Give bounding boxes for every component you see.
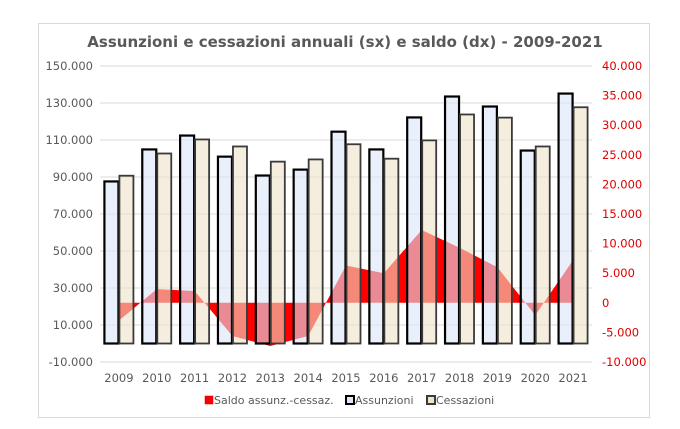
y-left-tick-label: 150.000 [45,59,93,73]
x-tick-label: 2009 [104,371,133,385]
bar-cessazioni [194,138,211,345]
x-tick-label: 2020 [521,371,550,385]
y-right-tick-label: 35.000 [602,89,642,103]
x-tick-label: 2011 [180,371,209,385]
y-right-tick-label: -10.000 [602,355,646,369]
y-left-tick-label: 10.000 [53,318,93,332]
x-tick-label: 2010 [142,371,171,385]
bar-cessazioni [572,106,589,345]
bar-assunzioni [519,149,536,345]
x-tick-label: 2018 [445,371,474,385]
x-tick-label: 2014 [294,371,323,385]
legend: Saldo assunz.-cessaz. Assunzioni Cessazi… [204,394,494,407]
x-tick-label: 2019 [483,371,512,385]
y-left-tick-label: 50.000 [53,244,93,258]
x-axis: 2009 2010 2011 2012 2013 2014 2015 2016 2017 2018… [104,371,587,385]
bar-series [103,92,589,345]
bar-assunzioni [443,95,461,345]
bar-cessazioni [118,174,135,345]
bar-assunzioni [368,148,385,345]
chart-title: Assunzioni e cessazioni annuali (sx) e s… [87,33,602,51]
legend-swatch-saldo [204,395,214,405]
y-left-tick-label: -10.000 [49,355,93,369]
bar-cessazioni [156,152,173,345]
y-left-tick-label: 90.000 [53,170,93,184]
bar-cessazioni [307,158,324,345]
y-right-tick-label: -5.000 [602,325,639,339]
legend-swatch-assunzioni [345,395,355,405]
legend-label-cessazioni: Cessazioni [436,394,494,407]
bar-cessazioni [269,160,286,345]
y-right-tick-label: 0 [602,296,609,310]
bar-assunzioni [557,92,574,345]
bar-assunzioni [216,155,234,345]
y-right-tick-label: 30.000 [602,118,642,132]
y-right-tick-label: 25.000 [602,148,642,162]
bar-cessazioni [232,145,248,345]
legend-label-assunzioni: Assunzioni [355,394,414,407]
bar-assunzioni [292,168,309,345]
x-tick-label: 2021 [558,371,587,385]
bar-assunzioni [141,148,158,345]
y-axis-left: -10.000 10.000 30.000 50.000 70.000 90.000 110… [45,59,93,369]
y-right-tick-label: 20.000 [602,177,642,191]
y-left-tick-label: 130.000 [45,96,93,110]
y-right-tick-label: 15.000 [602,207,642,221]
bar-cessazioni [345,143,362,345]
bar-cessazioni [421,139,438,345]
x-tick-label: 2017 [407,371,436,385]
y-left-tick-label: 30.000 [53,281,93,295]
y-left-tick-label: 110.000 [45,133,93,147]
bar-assunzioni [179,134,196,345]
y-right-tick-label: 5.000 [602,266,635,280]
x-tick-label: 2015 [331,371,360,385]
bar-cessazioni [383,157,400,345]
y-right-tick-label: 10.000 [602,237,642,251]
bar-cessazioni [496,116,513,345]
bar-assunzioni [406,116,423,345]
x-tick-label: 2013 [256,371,285,385]
y-axis-right: -10.000 -5.000 0 5.000 10.000 15.000 20.000 25.… [602,59,646,369]
legend-swatch-cessazioni [426,395,436,405]
bar-cessazioni [534,145,551,345]
bar-assunzioni [481,105,498,345]
x-tick-label: 2012 [218,371,247,385]
y-right-tick-label: 40.000 [602,59,642,73]
y-left-tick-label: 70.000 [53,207,93,221]
x-tick-label: 2016 [369,371,398,385]
bar-assunzioni [254,174,271,345]
bar-cessazioni [459,113,475,345]
bar-assunzioni [103,180,120,345]
legend-label-saldo: Saldo assunz.-cessaz. [214,394,334,407]
bar-assunzioni [330,130,347,345]
